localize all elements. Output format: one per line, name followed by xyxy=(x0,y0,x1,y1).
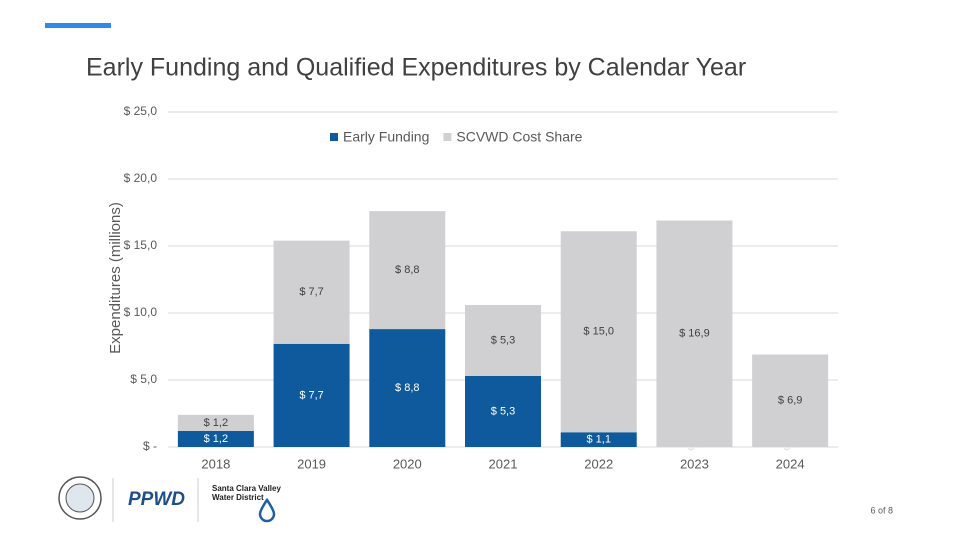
bar-segment xyxy=(465,304,541,376)
page-number: 6 of 8 xyxy=(870,505,893,515)
bar-segment xyxy=(273,240,350,344)
y-tick-label: $ 5,0 xyxy=(130,372,157,386)
value-label: $ 15,0 xyxy=(583,326,614,338)
bar-segment xyxy=(177,414,254,431)
value-label: $ 16,9 xyxy=(679,328,710,340)
value-label: $ 1,2 xyxy=(204,433,228,445)
x-tick-label: 2018 xyxy=(201,456,230,471)
bar-segment xyxy=(656,220,733,447)
legend-label: SCVWD Cost Share xyxy=(456,129,582,145)
accent-bar xyxy=(45,23,111,28)
value-label: $ 6,9 xyxy=(778,395,802,407)
value-label: $ 8,8 xyxy=(395,264,419,276)
x-tick-label: 2019 xyxy=(297,456,326,471)
x-tick-label: 2023 xyxy=(680,456,709,471)
seal-inner xyxy=(65,483,95,513)
bar-segment xyxy=(465,375,541,447)
legend-swatch xyxy=(443,133,452,141)
bar-segment xyxy=(560,432,637,447)
x-tick-label: 2021 xyxy=(489,456,518,471)
scvwd-logo: Santa Clara Valley Water District xyxy=(212,484,281,502)
legend-swatch xyxy=(330,133,338,141)
plot: $ - $ 5,0 $ 10,0 $ 15,0 $ 20,0 $ 25,0 Early Fu… xyxy=(124,104,838,471)
bar-segment xyxy=(752,354,829,447)
value-label: $ 7,7 xyxy=(299,286,323,298)
bar-segment xyxy=(369,329,446,447)
value-label: $ 1,2 xyxy=(204,417,228,429)
value-label: $ 1,1 xyxy=(586,434,610,446)
x-tick-label: 2020 xyxy=(393,456,422,471)
chart-title: Early Funding and Qualified Expenditures… xyxy=(86,54,746,82)
bar-segment xyxy=(177,430,254,447)
scvwd-logo-box: Santa Clara Valley Water District xyxy=(212,484,281,502)
y-tick-label: $ 25,0 xyxy=(124,104,158,118)
y-tick-label: $ 10,0 xyxy=(124,305,158,319)
value-label: $ 5,3 xyxy=(491,334,515,346)
y-axis-label: Expenditures (millions) xyxy=(107,202,124,354)
footer: PPWD Santa Clara Valley Water District 6… xyxy=(58,476,893,523)
bar-segment xyxy=(560,231,637,433)
value-label: $ 8,8 xyxy=(395,382,419,394)
y-tick-label: $ 15,0 xyxy=(124,238,158,252)
drop-icon xyxy=(258,497,276,523)
bar-segment xyxy=(273,343,350,447)
ppwd-logo: PPWD xyxy=(128,489,185,510)
x-tick-label: 2024 xyxy=(776,456,805,471)
y-tick-label: $ - xyxy=(143,439,157,453)
x-tick-label: 2022 xyxy=(584,456,613,471)
value-label: $ 5,3 xyxy=(491,405,515,417)
value-label: $ 7,7 xyxy=(299,389,323,401)
legend-label: Early Funding xyxy=(343,129,429,145)
bar-segment xyxy=(369,211,446,330)
y-tick-label: $ 20,0 xyxy=(124,171,158,185)
